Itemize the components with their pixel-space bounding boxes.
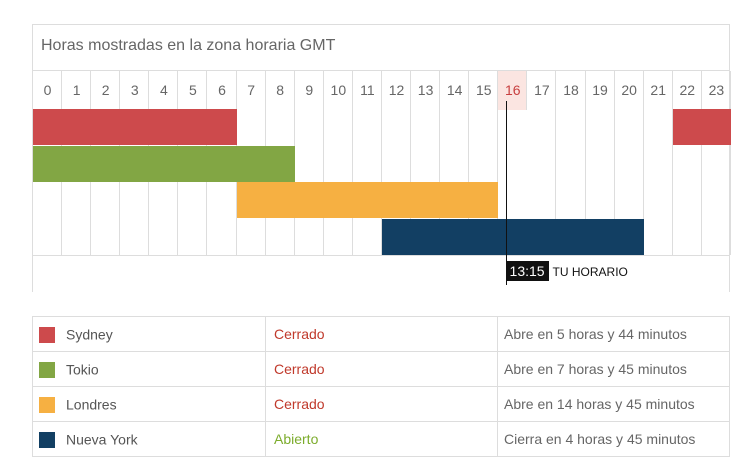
hour-label-19: 19 — [592, 82, 608, 98]
market-name: Nueva York — [66, 431, 138, 448]
hour-label-20: 20 — [621, 82, 637, 98]
hour-label-0: 0 — [43, 82, 52, 98]
table-row: Nueva York Abierto Cierra en 4 horas y 4… — [32, 421, 730, 457]
hour-column-11 — [353, 71, 382, 255]
hour-label-10: 10 — [330, 82, 347, 98]
market-name-cell: Nueva York — [32, 421, 266, 457]
session-bar — [33, 145, 295, 182]
session-bar — [381, 218, 644, 255]
hour-label-11: 11 — [360, 82, 375, 98]
market-name: Sydney — [66, 326, 113, 343]
hour-column-22 — [673, 71, 702, 255]
hour-column-23 — [702, 71, 731, 255]
market-status: Cerrado — [265, 351, 498, 387]
hour-label-5: 5 — [189, 82, 197, 98]
hour-label-12: 12 — [388, 82, 405, 98]
current-time-caption: TU HORARIO — [552, 265, 628, 279]
session-bar — [236, 182, 499, 218]
hour-label-7: 7 — [247, 82, 255, 98]
hour-column-10 — [324, 71, 353, 255]
market-name-cell: Tokio — [32, 351, 266, 387]
hour-column-20 — [615, 71, 644, 255]
title-divider — [33, 70, 729, 71]
hour-label-4: 4 — [159, 82, 168, 98]
hour-column-19 — [586, 71, 615, 255]
market-hours-chart: 0 1 2 3 4 5 6 7 8 9 10 11 12 13 14 15 16 17 18 19 20 21 22 23 H… — [32, 24, 731, 292]
session-bar — [672, 109, 731, 145]
market-countdown: Abre en 7 horas y 45 minutos — [497, 351, 730, 387]
hour-label-6: 6 — [218, 82, 226, 98]
bottom-divider — [33, 255, 729, 256]
color-swatch — [39, 361, 55, 378]
hour-column-16 — [498, 71, 528, 110]
hour-label-18: 18 — [563, 82, 579, 98]
hour-column-9 — [295, 71, 324, 255]
market-name: Tokio — [66, 361, 99, 378]
hour-column-15 — [469, 71, 499, 255]
hour-label-1: 1 — [72, 82, 81, 98]
market-countdown: Cierra en 4 horas y 45 minutos — [497, 421, 730, 457]
hour-label-22: 22 — [679, 82, 696, 98]
current-time-line — [505, 101, 507, 285]
hour-label-16: 16 — [505, 82, 521, 98]
hour-label-3: 3 — [130, 82, 139, 98]
hour-column-12 — [382, 71, 412, 255]
color-swatch — [39, 431, 55, 448]
hour-column-17 — [527, 71, 557, 255]
hour-label-14: 14 — [446, 82, 463, 98]
market-countdown: Abre en 14 horas y 45 minutos — [497, 386, 730, 422]
session-bar — [33, 109, 237, 145]
market-countdown: Abre en 5 horas y 44 minutos — [497, 316, 730, 352]
market-status-table: Sydney Cerrado Abre en 5 horas y 44 minu… — [32, 316, 730, 457]
table-row: Sydney Cerrado Abre en 5 horas y 44 minu… — [32, 316, 730, 352]
hour-column-13 — [411, 71, 441, 255]
hour-label-15: 15 — [475, 82, 492, 98]
hour-label-21: 21 — [650, 82, 666, 98]
market-status: Cerrado — [265, 316, 498, 352]
hour-label-2: 2 — [101, 82, 110, 98]
market-name-cell: Sydney — [32, 316, 266, 352]
current-time-label: 13:15 — [505, 261, 549, 281]
hour-label-9: 9 — [305, 82, 314, 98]
table-row: Londres Cerrado Abre en 14 horas y 45 mi… — [32, 386, 730, 422]
hour-column-21 — [644, 71, 673, 255]
hour-label-13: 13 — [417, 82, 434, 98]
color-swatch — [39, 396, 55, 413]
hour-label-23: 23 — [708, 82, 725, 98]
hour-column-14 — [440, 71, 470, 255]
market-name-cell: Londres — [32, 386, 266, 422]
hour-label-17: 17 — [534, 82, 550, 98]
market-status: Cerrado — [265, 386, 498, 422]
market-status: Abierto — [265, 421, 498, 457]
chart-title: Horas mostradas en la zona horaria GMT — [41, 37, 336, 54]
market-name: Londres — [66, 396, 117, 413]
color-swatch — [39, 326, 55, 343]
hour-column-18 — [556, 71, 586, 255]
hour-label-8: 8 — [276, 82, 285, 98]
table-row: Tokio Cerrado Abre en 7 horas y 45 minut… — [32, 351, 730, 387]
